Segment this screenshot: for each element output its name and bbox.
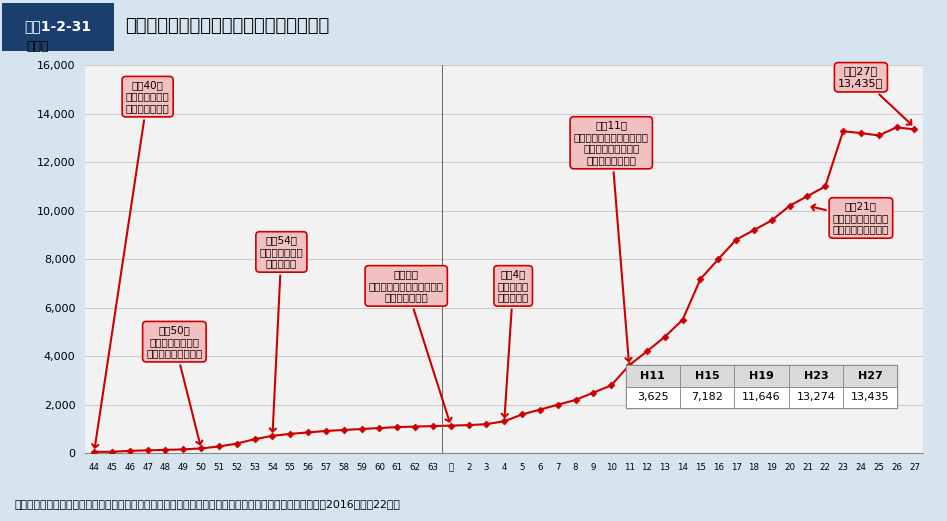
Text: 平成21年
専門学校数の減少、
大学数の増加が進む: 平成21年 専門学校数の減少、 大学数の増加が進む (812, 201, 889, 234)
Text: 昭和54年
３年制短期大学
教育始まる: 昭和54年 ３年制短期大学 教育始まる (259, 235, 303, 431)
Text: 3,625: 3,625 (637, 392, 669, 403)
FancyBboxPatch shape (626, 387, 680, 408)
Text: 平成元年
養成施設カリキュラム改訂
夜間部課程増加: 平成元年 養成施設カリキュラム改訂 夜間部課程増加 (368, 269, 452, 421)
FancyBboxPatch shape (843, 365, 898, 387)
Text: 資料：厚生労働省医政局　第１回医療従事者の需給に関する検討会　理学療法士・作業療法士需給分科会（2016年４月22日）: 資料：厚生労働省医政局 第１回医療従事者の需給に関する検討会 理学療法士・作業療… (14, 499, 400, 509)
Text: H15: H15 (695, 370, 720, 381)
Text: 図表1-2-31: 図表1-2-31 (25, 19, 91, 33)
FancyBboxPatch shape (789, 387, 843, 408)
Text: 7,182: 7,182 (691, 392, 724, 403)
FancyBboxPatch shape (2, 3, 114, 52)
Text: H27: H27 (858, 370, 883, 381)
FancyBboxPatch shape (626, 365, 680, 387)
Text: 13,435: 13,435 (851, 392, 889, 403)
Text: 平成11年
養成施設カリキュラム改訂
規制緩和政策により
学校養成施設増加: 平成11年 養成施設カリキュラム改訂 規制緩和政策により 学校養成施設増加 (574, 120, 649, 361)
Text: H19: H19 (749, 370, 774, 381)
FancyBboxPatch shape (626, 365, 898, 408)
Text: 昭和40年
理学療法士及び
作業療法法制定: 昭和40年 理学療法士及び 作業療法法制定 (92, 80, 170, 448)
Text: 平成27年
13,435人: 平成27年 13,435人 (838, 67, 911, 125)
FancyBboxPatch shape (680, 365, 734, 387)
FancyBboxPatch shape (680, 387, 734, 408)
FancyBboxPatch shape (843, 387, 898, 408)
Text: 平成4年
４年制大学
教育始まる: 平成4年 ４年制大学 教育始まる (497, 269, 528, 417)
Text: H23: H23 (804, 370, 829, 381)
Text: 理学療法士学校養成施設の入学定員の推移: 理学療法士学校養成施設の入学定員の推移 (125, 17, 330, 35)
FancyBboxPatch shape (789, 365, 843, 387)
Text: （人）: （人） (27, 41, 49, 54)
Text: 11,646: 11,646 (742, 392, 781, 403)
Text: 昭和50年
教育法改正に伴う
専門学校制度始まる: 昭和50年 教育法改正に伴う 専門学校制度始まる (146, 325, 203, 444)
FancyBboxPatch shape (734, 365, 789, 387)
Text: 13,274: 13,274 (796, 392, 835, 403)
Text: H11: H11 (640, 370, 665, 381)
FancyBboxPatch shape (734, 387, 789, 408)
